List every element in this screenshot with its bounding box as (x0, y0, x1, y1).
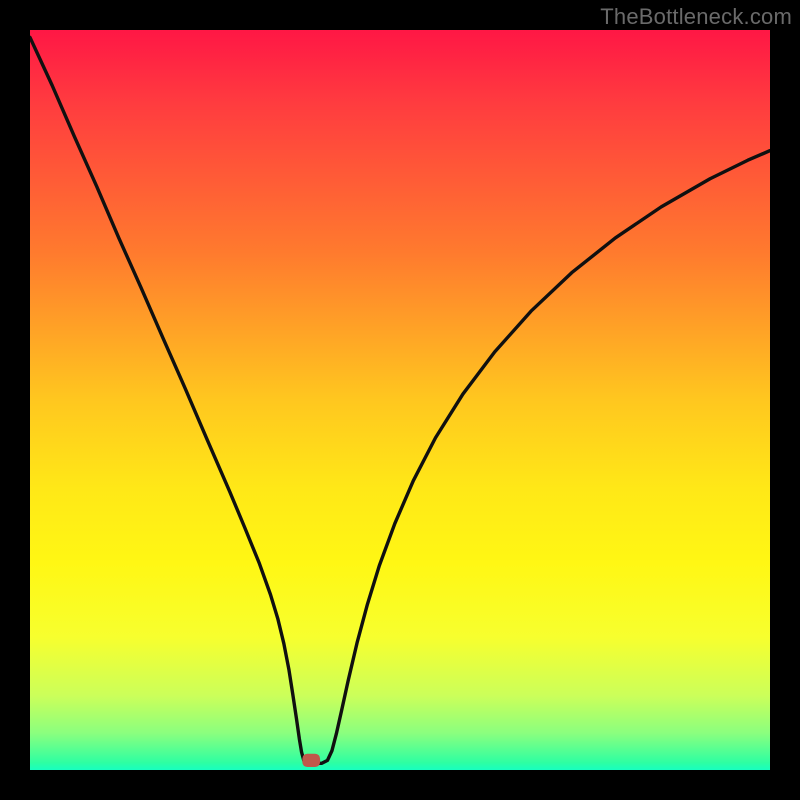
bottleneck-chart (30, 30, 770, 770)
chart-background (30, 30, 770, 770)
optimum-marker (302, 754, 320, 767)
chart-container (30, 30, 770, 770)
watermark-label: TheBottleneck.com (600, 4, 792, 30)
